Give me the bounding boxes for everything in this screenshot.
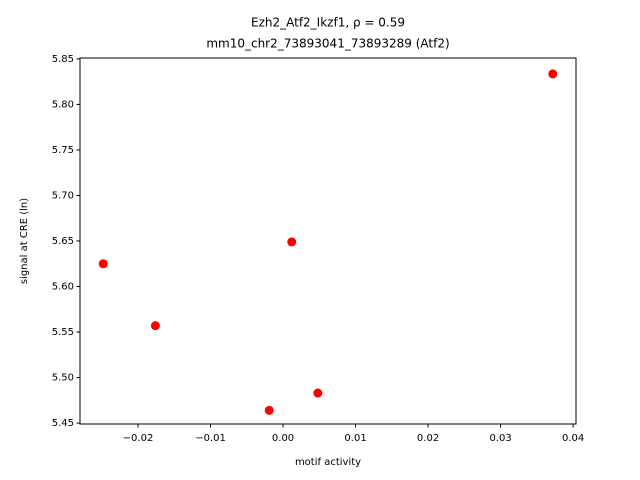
x-tick-label: 0.01 [344, 433, 366, 444]
y-tick-label: 5.70 [52, 190, 74, 201]
chart-title: Ezh2_Atf2_Ikzf1, ρ = 0.59 [251, 16, 405, 30]
x-tick-label: 0.03 [489, 433, 511, 444]
x-tick-label: 0.02 [417, 433, 439, 444]
point [313, 388, 323, 398]
x-tick-label: 0.00 [272, 433, 294, 444]
y-tick-label: 5.85 [52, 54, 74, 65]
point [264, 405, 274, 415]
point [98, 259, 108, 269]
x-tick-label: 0.04 [562, 433, 584, 444]
chart-subtitle: mm10_chr2_73893041_73893289 (Atf2) [206, 37, 449, 51]
x-tick-label: −0.02 [123, 433, 154, 444]
y-tick-label: 5.65 [52, 236, 74, 247]
point [150, 321, 160, 331]
y-tick-label: 5.50 [52, 373, 74, 384]
point [548, 69, 558, 79]
y-tick-label: 5.80 [52, 99, 74, 110]
x-axis-label: motif activity [295, 457, 361, 468]
point [287, 237, 297, 247]
y-tick-label: 5.75 [52, 145, 74, 156]
y-tick-label: 5.45 [52, 418, 74, 429]
y-tick-label: 5.55 [52, 327, 74, 338]
x-tick-label: −0.01 [195, 433, 226, 444]
y-axis-label: signal at CRE (ln) [19, 198, 30, 284]
y-tick-label: 5.60 [52, 282, 74, 293]
